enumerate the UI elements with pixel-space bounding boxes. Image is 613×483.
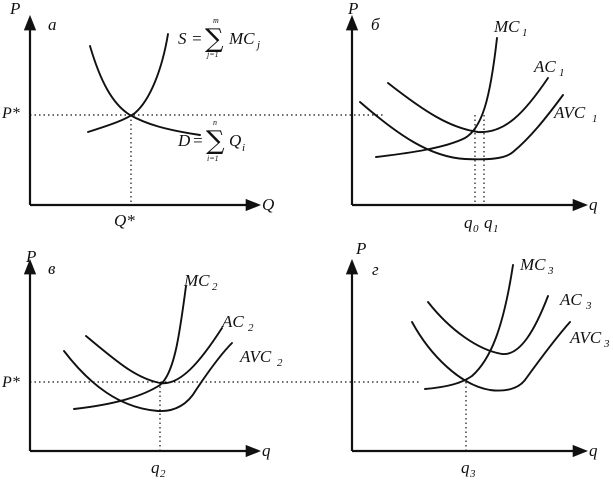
avc1-label: AVC 1 (553, 103, 598, 125)
demand-term-subscript: i (242, 142, 245, 154)
market-demand-curve (89, 45, 201, 136)
mc2-label-subscript: 2 (212, 281, 218, 293)
q0-label-subscript: 0 (473, 223, 479, 235)
ac1-curve (387, 77, 549, 133)
demand-sum-lower: i=1 (207, 154, 219, 163)
avc3-label-subscript: 3 (603, 338, 610, 350)
mc3-label-main: MC (519, 255, 546, 274)
q1-label-main: q (484, 213, 493, 232)
supply-label: S (178, 29, 187, 48)
avc1-label-subscript: 1 (592, 113, 598, 125)
ac2-label: AC 2 (221, 312, 254, 334)
mc2-curve (73, 285, 187, 410)
market-supply-curve (87, 33, 169, 133)
avc3-curve (411, 321, 571, 392)
ac1-label-main: AC (533, 57, 556, 76)
q2-label: q 2 (151, 458, 166, 480)
demand-formula: D = ∑ n i=1 Q i (177, 118, 245, 163)
ac3-label: AC 3 (559, 290, 592, 312)
q0-label: q 0 (464, 213, 479, 235)
mc3-curve (424, 264, 514, 390)
q3-label-subscript: 3 (469, 468, 476, 480)
panel-g-letter: г (372, 260, 379, 279)
avc2-label-main: AVC (239, 347, 272, 366)
ac3-label-subscript: 3 (585, 300, 592, 312)
mc2-label-main: MC (183, 271, 210, 290)
panel-v-p-star-label: P* (1, 374, 20, 391)
ac2-label-subscript: 2 (248, 322, 254, 334)
panel-v-q-axis-label: q (262, 441, 271, 460)
panel-a-market: P а Q P* Q* S = ∑ m j=1 MC j D = ∑ n i=1… (1, 0, 383, 230)
supply-formula: S = ∑ m j=1 MC j (178, 16, 260, 59)
ac1-label-subscript: 1 (559, 67, 565, 79)
demand-sigma: ∑ (206, 126, 225, 156)
panel-b-letter: б (371, 15, 380, 34)
panel-b-p-axis-label: P (347, 0, 358, 18)
avc1-curve (359, 94, 564, 161)
supply-term-subscript: j (255, 39, 260, 51)
avc2-label-subscript: 2 (277, 357, 283, 369)
q0-label-main: q (464, 213, 473, 232)
demand-sum-upper: n (213, 118, 217, 127)
supply-sum-upper: m (213, 16, 219, 25)
panel-a-p-axis-label: P (9, 0, 20, 18)
panel-g-q-axis-label: q (589, 441, 598, 460)
supply-sum-lower: j=1 (206, 50, 219, 59)
demand-equals: = (192, 131, 203, 150)
demand-label: D (177, 131, 191, 150)
panel-g-firm-3: P г q MC 3 AC 3 AVC 3 q 3 (345, 239, 610, 480)
q2-label-subscript: 2 (160, 468, 166, 480)
avc3-label: AVC 3 (569, 328, 610, 350)
avc2-label: AVC 2 (239, 347, 283, 369)
ac2-label-main: AC (221, 312, 244, 331)
avc3-label-main: AVC (569, 328, 602, 347)
demand-term: Q (229, 131, 241, 150)
panel-v-letter: в (48, 259, 56, 278)
panel-a-q-star-label: Q* (114, 211, 135, 230)
q3-label-main: q (461, 458, 470, 477)
panel-g-p-axis-label: P (355, 239, 366, 258)
ac1-label: AC 1 (533, 57, 565, 79)
mc2-label: MC 2 (183, 271, 218, 293)
q3-label: q 3 (461, 458, 476, 480)
q2-label-main: q (151, 458, 160, 477)
ac3-label-main: AC (559, 290, 582, 309)
panel-a-p-star-label: P* (1, 105, 20, 122)
panel-a-letter: а (48, 15, 57, 34)
q1-label: q 1 (484, 213, 499, 235)
panel-b-q-axis-label: q (589, 195, 598, 214)
panel-v-p-axis-label: P (25, 247, 36, 266)
mc3-label-subscript: 3 (547, 265, 554, 277)
mc3-label: MC 3 (519, 255, 554, 277)
supply-equals: = (191, 29, 202, 48)
ac3-curve (427, 295, 549, 355)
mc1-label-subscript: 1 (522, 27, 528, 39)
avc1-label-main: AVC (553, 103, 586, 122)
panel-b-firm-1: P б q MC 1 AC 1 AVC 1 q 0 q 1 (345, 0, 598, 235)
ac2-curve (85, 327, 223, 385)
mc1-curve (375, 37, 498, 158)
mc1-label-main: MC (493, 17, 520, 36)
panel-a-q-axis-label: Q (262, 195, 274, 214)
supply-sigma: ∑ (205, 24, 224, 54)
supply-term: MC (228, 29, 255, 48)
panel-v-firm-2: P в q P* MC 2 AC 2 AVC 2 q 2 (1, 247, 420, 480)
avc2-curve (63, 342, 233, 412)
mc1-label: MC 1 (493, 17, 528, 39)
q1-label-subscript: 1 (493, 223, 499, 235)
